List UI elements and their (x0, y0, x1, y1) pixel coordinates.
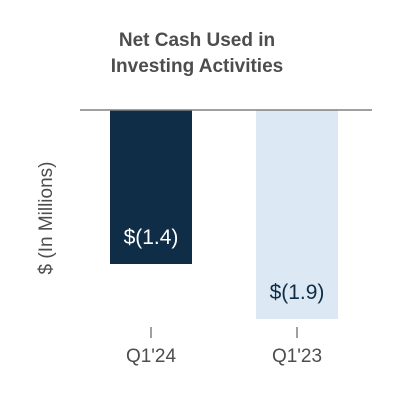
y-axis-label: $ (In Millions) (36, 162, 57, 275)
chart-title-line-2: Investing Activities (111, 56, 283, 77)
chart-title-line-1: Net Cash Used in (119, 30, 275, 51)
value-label-q1-24: $(1.4) (124, 226, 179, 249)
x-tick-label-q1-24: Q1'24 (126, 346, 177, 367)
x-axis: Q1'24 Q1'23 (126, 327, 322, 367)
value-label-q1-23: $(1.9) (270, 281, 325, 304)
bar-q1-24 (110, 110, 192, 264)
bars-layer: $(1.4) $(1.9) (110, 110, 338, 319)
x-tick-label-q1-23: Q1'23 (272, 346, 322, 367)
bar-q1-23 (256, 110, 338, 319)
